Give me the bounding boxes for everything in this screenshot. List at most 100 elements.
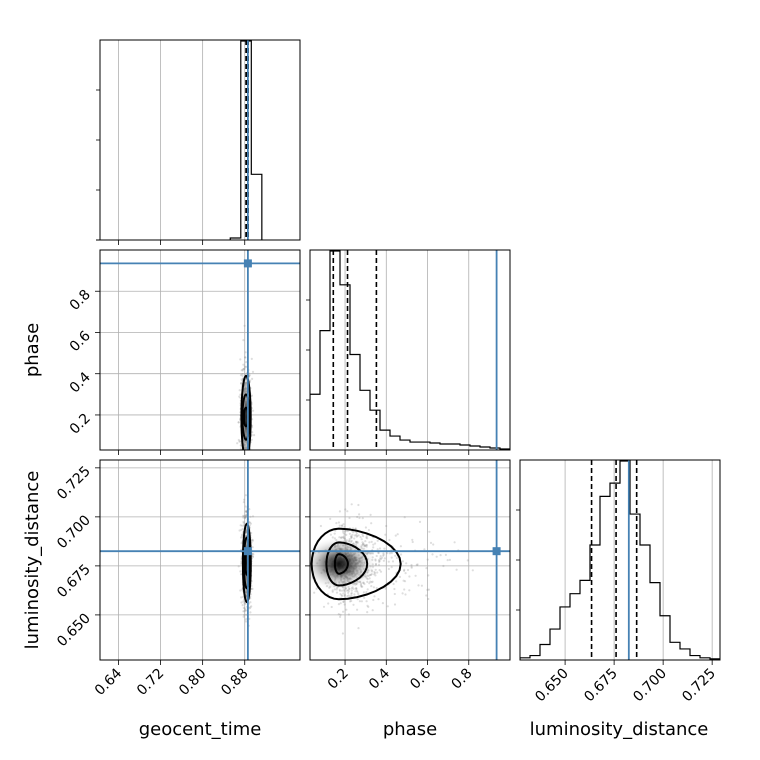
- sample-point: [339, 615, 342, 619]
- sample-point: [242, 368, 245, 371]
- sample-point: [343, 594, 346, 598]
- sample-point: [343, 593, 346, 597]
- sample-point: [355, 588, 358, 591]
- sample-point: [244, 381, 248, 384]
- sample-point: [243, 324, 246, 327]
- sample-point: [240, 573, 243, 576]
- sample-point: [245, 530, 248, 533]
- sample-point: [251, 515, 255, 518]
- sample-point: [240, 369, 243, 372]
- sample-point: [245, 365, 248, 369]
- sample-point: [374, 542, 377, 545]
- sample-point: [356, 608, 359, 611]
- sample-point: [374, 572, 377, 575]
- sample-point: [355, 589, 359, 593]
- sample-point: [386, 552, 389, 555]
- sample-point: [249, 515, 252, 518]
- sample-point: [403, 516, 406, 519]
- sample-point: [350, 591, 353, 595]
- sample-point: [350, 592, 353, 596]
- panel-geocent_time-vs-luminosity_distance: 0.64 0.72 0.80 0.88 0.650 0.675 0.700 0.725: [54, 459, 301, 699]
- sample-point: [251, 552, 254, 556]
- sample-point: [401, 592, 404, 595]
- sample-point: [391, 560, 395, 563]
- sample-point: [366, 611, 369, 614]
- sample-point: [241, 604, 244, 607]
- sample-point: [373, 595, 376, 598]
- sample-point: [345, 608, 348, 611]
- sample-point: [343, 525, 346, 529]
- panel-frame: [99, 459, 301, 661]
- sample-point: [395, 556, 398, 560]
- sample-point: [242, 339, 245, 342]
- sample-point: [408, 589, 411, 592]
- sample-point: [356, 515, 359, 519]
- sample-point: [242, 450, 244, 452]
- sample-point: [244, 516, 247, 519]
- x-tick-label: 0.650: [532, 666, 572, 706]
- sample-point: [244, 609, 247, 612]
- sample-point: [251, 377, 254, 380]
- sample-point: [350, 535, 353, 538]
- sample-point: [343, 532, 346, 536]
- sample-point: [388, 538, 391, 542]
- sample-point: [355, 533, 358, 537]
- sample-point: [241, 373, 244, 376]
- sample-point: [349, 600, 352, 603]
- sample-point: [242, 520, 245, 523]
- sample-point: [429, 541, 433, 545]
- sample-point: [376, 548, 379, 551]
- sample-point: [379, 557, 382, 560]
- sample-point: [250, 394, 253, 397]
- sample-point: [242, 501, 245, 504]
- sample-point: [345, 589, 349, 592]
- sample-point: [383, 557, 386, 560]
- sample-point: [242, 465, 244, 467]
- sample-point: [369, 513, 372, 517]
- sample-point: [411, 540, 414, 544]
- sample-point: [405, 562, 408, 565]
- contour-level-1: [333, 553, 349, 575]
- sample-point: [243, 498, 246, 501]
- sample-point: [442, 564, 445, 568]
- sample-point: [242, 514, 245, 518]
- sample-point: [249, 611, 252, 614]
- sample-point: [375, 586, 378, 590]
- x-axis-label-luminosity-distance: luminosity_distance: [530, 719, 709, 740]
- sample-point: [379, 558, 382, 561]
- sample-point: [342, 531, 345, 534]
- sample-point: [243, 365, 246, 368]
- sample-point: [243, 607, 246, 610]
- panel-phase-vs-luminosity_distance: 0.2 0.4 0.6 0.8: [305, 459, 511, 693]
- sample-point: [466, 559, 469, 562]
- sample-point: [384, 587, 387, 590]
- sample-point: [374, 574, 377, 577]
- sample-point: [337, 521, 340, 524]
- sample-point: [244, 383, 247, 386]
- sample-point: [360, 584, 363, 587]
- sample-point: [245, 453, 247, 455]
- sample-point: [408, 575, 411, 578]
- sample-point: [427, 588, 430, 591]
- x-tick-label: 0.700: [630, 666, 670, 706]
- sample-point: [253, 434, 256, 437]
- sample-point: [406, 568, 410, 572]
- sample-point: [244, 382, 247, 385]
- sample-point: [239, 447, 242, 450]
- x-tick-label: 0.64: [92, 665, 125, 698]
- sample-point: [418, 520, 422, 524]
- sample-point: [453, 541, 456, 544]
- y-tick-label: 0.725: [54, 463, 94, 503]
- sample-point: [242, 600, 245, 603]
- sample-point: [370, 585, 373, 588]
- sample-point: [428, 530, 431, 533]
- sample-point: [357, 534, 360, 537]
- sample-point: [377, 563, 381, 566]
- sample-point: [426, 558, 429, 561]
- x-axis-label-phase: phase: [383, 719, 437, 740]
- sample-point: [377, 551, 380, 554]
- sample-point: [245, 382, 248, 385]
- sample-point: [390, 551, 393, 555]
- sample-point: [403, 569, 406, 573]
- sample-point: [348, 516, 351, 520]
